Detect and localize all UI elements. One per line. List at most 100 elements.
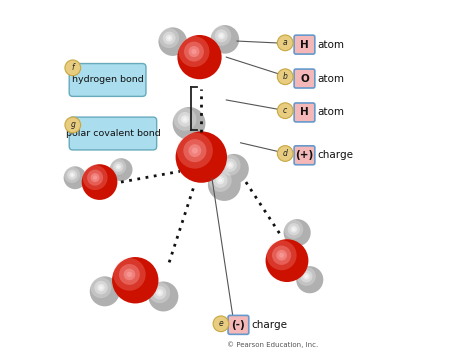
Circle shape (277, 103, 293, 119)
Text: d: d (283, 149, 288, 158)
Circle shape (277, 35, 293, 51)
Circle shape (283, 219, 311, 246)
Circle shape (91, 277, 111, 298)
Circle shape (109, 158, 133, 181)
Circle shape (265, 239, 309, 282)
Text: c: c (283, 106, 287, 115)
Circle shape (71, 174, 73, 176)
Circle shape (218, 32, 225, 39)
Text: © Pearson Education, Inc.: © Pearson Education, Inc. (227, 341, 319, 348)
Circle shape (119, 264, 140, 285)
FancyBboxPatch shape (294, 146, 315, 165)
Text: g: g (70, 120, 75, 130)
FancyBboxPatch shape (228, 316, 249, 334)
Text: H: H (300, 40, 309, 50)
Circle shape (223, 159, 237, 172)
Circle shape (167, 36, 171, 40)
Circle shape (183, 117, 187, 121)
Text: (-): (-) (232, 320, 246, 330)
Circle shape (191, 49, 197, 54)
Circle shape (90, 276, 120, 306)
Text: f: f (72, 63, 74, 72)
Circle shape (216, 176, 224, 185)
Text: b: b (283, 72, 288, 81)
Circle shape (115, 164, 121, 170)
Text: charge: charge (251, 320, 287, 330)
Circle shape (65, 60, 81, 76)
Text: atom: atom (317, 107, 344, 117)
Circle shape (192, 147, 198, 154)
Circle shape (110, 159, 126, 175)
Circle shape (64, 166, 86, 189)
Circle shape (158, 27, 187, 56)
Circle shape (163, 32, 175, 45)
Text: e: e (219, 319, 223, 328)
Circle shape (272, 246, 291, 265)
Circle shape (219, 34, 223, 37)
Circle shape (218, 178, 222, 182)
FancyBboxPatch shape (294, 103, 315, 122)
Circle shape (215, 29, 228, 42)
Circle shape (127, 272, 132, 277)
Circle shape (148, 281, 178, 311)
Text: charge: charge (317, 150, 353, 160)
FancyBboxPatch shape (69, 117, 157, 150)
Circle shape (210, 25, 239, 54)
Circle shape (99, 286, 103, 290)
Circle shape (67, 170, 77, 180)
FancyBboxPatch shape (294, 35, 315, 54)
Circle shape (153, 286, 166, 300)
Circle shape (82, 164, 118, 200)
Circle shape (291, 226, 297, 233)
Circle shape (112, 257, 158, 303)
Circle shape (267, 240, 297, 270)
Circle shape (277, 69, 293, 85)
Circle shape (82, 165, 108, 190)
Circle shape (177, 133, 213, 169)
Circle shape (175, 131, 227, 183)
Circle shape (179, 36, 210, 67)
Circle shape (209, 169, 232, 192)
Circle shape (69, 172, 75, 178)
Circle shape (65, 117, 81, 133)
Circle shape (94, 281, 108, 295)
Circle shape (177, 35, 222, 79)
Circle shape (208, 168, 241, 201)
Circle shape (64, 167, 80, 183)
Circle shape (149, 282, 170, 303)
Circle shape (288, 223, 300, 235)
Circle shape (277, 146, 293, 161)
Circle shape (279, 253, 284, 258)
Circle shape (305, 275, 308, 278)
Text: polar covalent bond: polar covalent bond (65, 129, 160, 138)
Circle shape (292, 228, 295, 231)
Circle shape (276, 250, 287, 261)
Circle shape (181, 115, 189, 124)
Circle shape (189, 144, 201, 157)
Circle shape (173, 107, 205, 140)
Circle shape (184, 42, 204, 61)
Circle shape (213, 173, 228, 188)
Text: atom: atom (317, 74, 344, 84)
FancyBboxPatch shape (69, 64, 146, 96)
Circle shape (113, 258, 146, 291)
Text: H: H (300, 107, 309, 117)
Circle shape (219, 154, 249, 184)
Circle shape (183, 139, 207, 162)
Circle shape (93, 176, 97, 180)
Circle shape (173, 108, 196, 131)
Text: atom: atom (317, 40, 344, 50)
Circle shape (228, 164, 232, 167)
Text: a: a (283, 38, 288, 47)
Circle shape (158, 291, 162, 295)
Circle shape (97, 284, 105, 291)
Circle shape (87, 170, 103, 186)
Circle shape (219, 155, 240, 176)
Circle shape (117, 165, 119, 168)
Circle shape (211, 26, 231, 46)
Circle shape (300, 270, 312, 282)
Circle shape (124, 269, 135, 280)
Circle shape (284, 220, 303, 239)
Circle shape (226, 161, 234, 169)
Text: O: O (300, 74, 309, 84)
